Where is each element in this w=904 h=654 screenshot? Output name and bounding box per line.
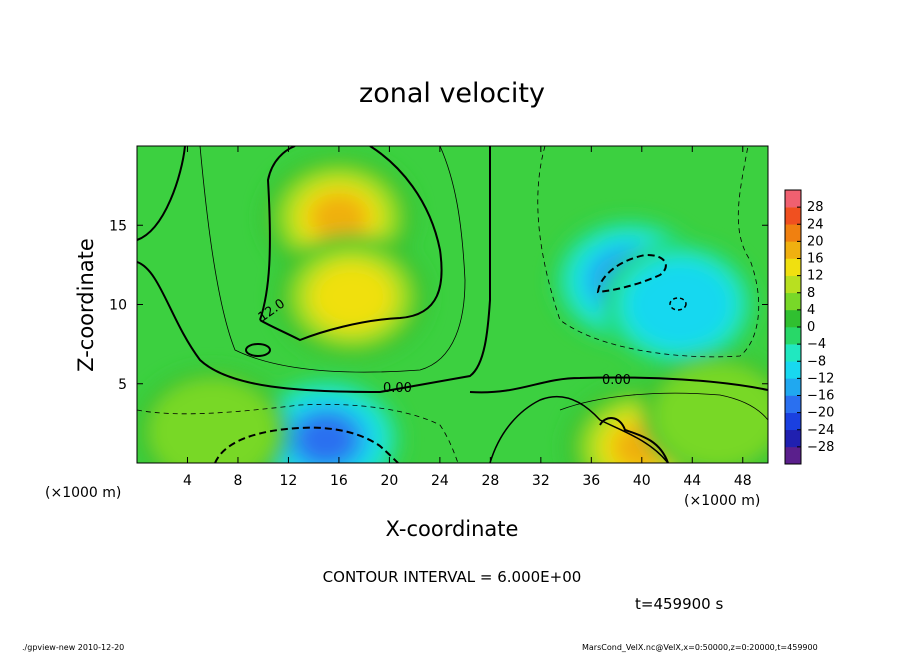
- contour-neg-twelve-small: [669, 297, 687, 311]
- colorbar-tick-label: −24: [807, 423, 834, 438]
- x-tick-label: 12: [280, 473, 298, 489]
- colorbar-swatch: [785, 395, 801, 413]
- colorbar-swatch: [785, 378, 801, 396]
- colorbar-tick-label: 24: [807, 217, 824, 232]
- contour-interval-note: CONTOUR INTERVAL = 6.000E+00: [323, 568, 582, 586]
- colorbar-tick-label: −8: [807, 354, 826, 369]
- x-tick-label: 40: [633, 473, 651, 489]
- chart-title: zonal velocity: [359, 78, 545, 109]
- colorbar-swatch: [785, 327, 801, 345]
- contour-label-0-right: 0.00: [602, 373, 631, 388]
- x-tick-label: 16: [330, 473, 348, 489]
- x-tick-label: 32: [532, 473, 550, 489]
- contour-six-lowright: [559, 392, 768, 421]
- colorbar-swatch: [785, 258, 801, 276]
- x-tick-label: 20: [380, 473, 398, 489]
- colorbar-swatch: [785, 429, 801, 448]
- footer-left: ./gpview-new 2010-12-20: [22, 643, 124, 652]
- x-tick-label: 44: [683, 473, 701, 489]
- contour-twelve: [259, 146, 443, 342]
- x-unit-right: (×1000 m): [684, 493, 760, 509]
- contour-neg-twelve-right: [596, 253, 667, 294]
- contour-zero-left: [137, 146, 186, 241]
- colorbar: 28 24 20 16 12 8 4 0 −4 −8 −12 −16 −20 −24 −28: [784, 189, 834, 465]
- y-tick-label: 10: [109, 298, 127, 314]
- contour-twelve-bottom: [599, 417, 669, 463]
- x-tick-label: 28: [481, 473, 499, 489]
- heatmap-blob: [310, 193, 368, 241]
- contour-zero-bottom: [489, 395, 669, 463]
- colorbar-swatch: [785, 412, 801, 431]
- heatmap-blur-layer: [137, 154, 768, 463]
- heatmap-blob: [652, 362, 768, 463]
- colorbar-swatch: [785, 190, 801, 208]
- x-tick-label: 36: [582, 473, 600, 489]
- contour-six: [199, 146, 466, 373]
- y-axis-label: Z-coordinate: [74, 238, 98, 372]
- plot-area: 12.0 0.00 0.00: [137, 146, 768, 463]
- colorbar-tick-label: 12: [807, 269, 824, 284]
- colorbar-swatch: [785, 224, 801, 242]
- colorbar-tick-label: −16: [807, 389, 834, 404]
- contour-label-0-left: 0.00: [383, 381, 412, 396]
- heatmap-blob: [297, 415, 355, 463]
- colorbar-swatch: [785, 207, 801, 225]
- x-tick-label: 48: [734, 473, 752, 489]
- contour-zero-main: [137, 146, 491, 394]
- contour-neg-twelve: [214, 426, 399, 463]
- heatmap-blob: [147, 378, 278, 463]
- contour-lines: [137, 146, 768, 463]
- contour-twelve-small: [245, 343, 271, 357]
- contour-neg-six-right: [537, 146, 760, 358]
- colorbar-swatch: [785, 241, 801, 259]
- x-axis-label: X-coordinate: [386, 517, 519, 541]
- colorbar-swatch: [785, 361, 801, 379]
- colorbar-tick-label: 16: [807, 252, 824, 267]
- heatmap-fields: [137, 154, 768, 463]
- y-tick-label: 5: [118, 377, 127, 393]
- colorbar-tick-label: 4: [807, 303, 815, 318]
- colorbar-tick-label: 8: [807, 286, 815, 301]
- x-tick-label: 8: [233, 473, 242, 489]
- x-tick-label: 4: [183, 473, 192, 489]
- y-tick-label: 15: [109, 218, 127, 234]
- y-axis-ticks: 5 10 15: [109, 218, 768, 393]
- x-axis-ticks: 4 8 12 16 20 24 28 32 36 40 44 48: [183, 146, 752, 489]
- time-label: t=459900 s: [635, 595, 723, 613]
- colorbar-swatch: [785, 292, 801, 311]
- colorbar-tick-label: −4: [807, 337, 826, 352]
- colorbar-swatch: [785, 344, 801, 362]
- contour-zero-right: [469, 376, 768, 394]
- footer-right: MarsCond_VelX.nc@VelX,x=0:50000,z=0:2000…: [582, 643, 818, 652]
- colorbar-swatch: [785, 275, 801, 294]
- colorbar-tick-label: −20: [807, 406, 834, 421]
- colorbar-tick-label: −12: [807, 371, 834, 386]
- contour-neg-six: [137, 403, 459, 463]
- colorbar-tick-label: 28: [807, 200, 824, 215]
- x-unit-left: (×1000 m): [45, 485, 121, 501]
- x-tick-label: 24: [431, 473, 449, 489]
- colorbar-swatch: [785, 446, 801, 465]
- colorbar-tick-label: 20: [807, 234, 824, 249]
- colorbar-tick-label: −28: [807, 440, 834, 455]
- colorbar-tick-label: 0: [807, 320, 815, 335]
- heatmap-blob: [310, 263, 393, 330]
- colorbar-swatch: [785, 309, 801, 328]
- heatmap-blob: [626, 261, 733, 348]
